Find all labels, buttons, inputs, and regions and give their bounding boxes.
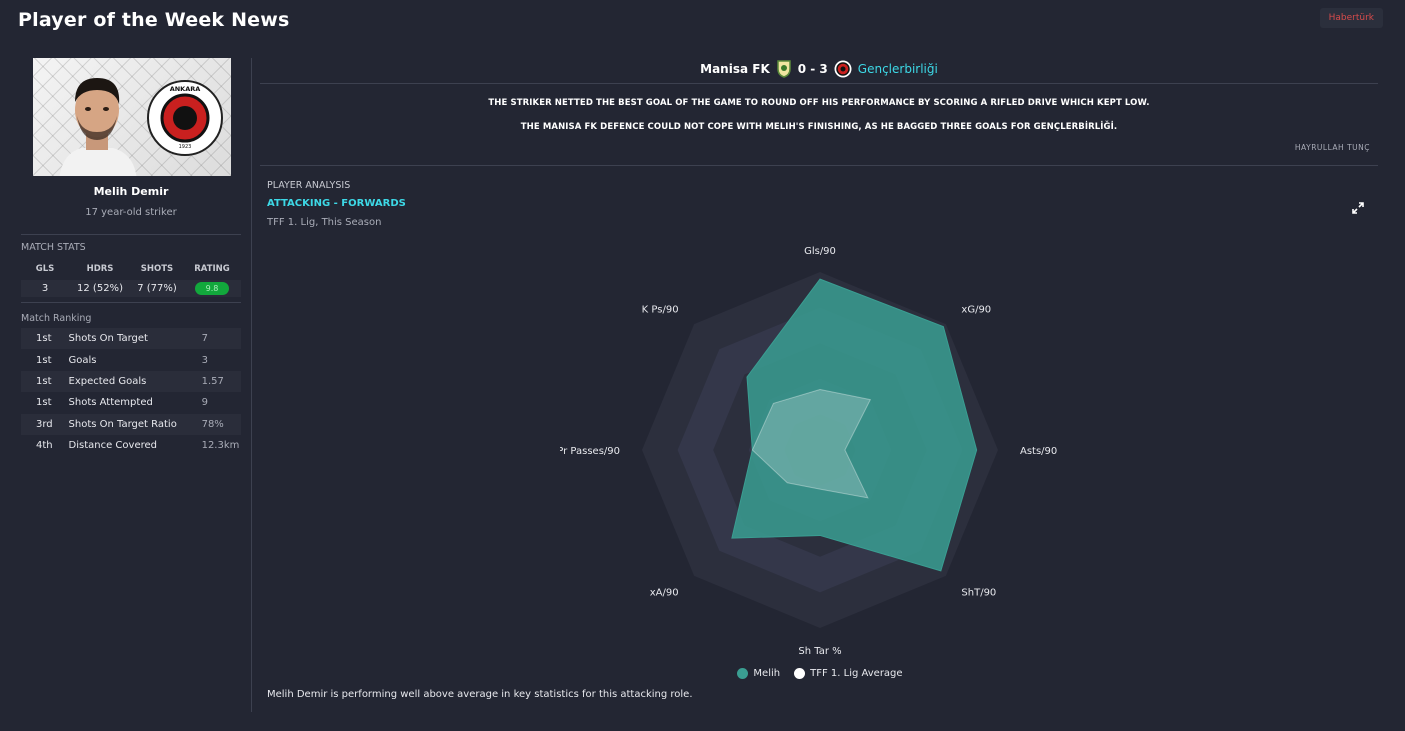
legend-label: Melih — [753, 668, 781, 679]
match-stats-header: GLS HDRS SHOTS RATING — [21, 264, 241, 274]
news-line-1: THE STRIKER NETTED THE BEST GOAL OF THE … — [488, 98, 1150, 108]
match-score: Manisa FK 0 - 3 Gençlerbirliği — [260, 60, 1378, 78]
match-stats-label: MATCH STATS — [21, 242, 86, 253]
news-author: HAYRULLAH TUNÇ — [1294, 143, 1370, 152]
rank-value: 3 — [201, 354, 208, 366]
analysis-role[interactable]: ATTACKING - FORWARDS — [267, 198, 406, 209]
rank-value: 12.3km — [201, 440, 240, 452]
legend-item-average[interactable]: TFF 1. Lig Average — [794, 668, 903, 679]
divider — [21, 234, 241, 235]
home-crest-icon — [777, 60, 791, 78]
rank-stat-name: Shots On Target Ratio — [68, 418, 177, 430]
away-team-link[interactable]: Gençlerbirliği — [857, 62, 938, 76]
rank-value: 1.57 — [201, 375, 224, 387]
rank-stat-name: Shots On Target — [68, 333, 148, 345]
axis-label: Asts/90 — [1020, 446, 1057, 457]
axis-label: xG/90 — [961, 305, 991, 316]
club-crest-icon: ANKARA 1923 — [147, 80, 223, 156]
rank-position: 4th — [36, 440, 53, 452]
player-description: 17 year-old striker — [85, 207, 177, 218]
radar-chart: Gls/90 xG/90 Asts/90 ShT/90 Sh Tar % xA/90 Pr … — [560, 246, 1057, 657]
axis-label: ShT/90 — [961, 587, 996, 598]
rank-position: 1st — [36, 375, 52, 387]
list-item: 4th Distance Covered 12.3km — [21, 435, 241, 456]
analysis-competition: TFF 1. Lig, This Season — [267, 217, 382, 228]
match-ranking-label: Match Ranking — [21, 313, 92, 324]
series-area-player — [731, 278, 978, 572]
legend-item-player[interactable]: Melih — [737, 668, 780, 679]
match-stats-row: 3 12 (52%) 7 (77%) 9.8 — [21, 280, 241, 297]
analysis-label: PLAYER ANALYSIS — [267, 180, 351, 191]
stat-shots: 7 (77%) — [137, 283, 177, 294]
rank-position: 1st — [36, 333, 52, 345]
analysis-summary: Melih Demir is performing well above ave… — [267, 689, 693, 700]
player-name[interactable]: Melih Demir — [93, 185, 169, 198]
expand-icon[interactable] — [1352, 202, 1364, 214]
stat-gls: 3 — [41, 283, 49, 294]
news-line-2: THE MANISA FK DEFENCE COULD NOT COPE WIT… — [520, 122, 1118, 132]
header-shots: SHOTS — [140, 264, 174, 274]
legend-label: TFF 1. Lig Average — [810, 668, 903, 679]
crest-year: 1923 — [179, 144, 192, 150]
list-item: 1st Goals 3 — [21, 349, 241, 370]
legend-dot-icon — [794, 668, 806, 679]
list-item: 1st Expected Goals 1.57 — [21, 370, 241, 393]
divider — [260, 83, 1378, 84]
axis-label: Gls/90 — [804, 246, 836, 257]
list-item: 1st Shots On Target 7 — [21, 328, 241, 350]
rank-stat-name: Distance Covered — [68, 440, 157, 452]
score-value: 0 - 3 — [797, 62, 828, 76]
chart-legend: Melih TFF 1. Lig Average — [560, 668, 1080, 679]
legend-dot-icon — [737, 668, 749, 679]
header-hdrs: HDRS — [86, 264, 114, 274]
away-crest-icon — [834, 60, 852, 78]
rank-value: 7 — [201, 333, 208, 345]
match-ranking-list: 1st Shots On Target 7 1st Goals 3 1st Ex… — [21, 328, 241, 456]
list-item: 3rd Shots On Target Ratio 78% — [21, 413, 241, 435]
rating-badge: 9.8 — [194, 282, 230, 295]
rank-position: 1st — [36, 397, 52, 409]
home-team-link[interactable]: Manisa FK — [700, 62, 770, 76]
page-title: Player of the Week News — [18, 9, 290, 31]
rank-stat-name: Shots Attempted — [68, 397, 153, 409]
rank-value: 78% — [201, 418, 224, 430]
rank-stat-name: Expected Goals — [68, 375, 147, 387]
series-area-average — [751, 388, 872, 499]
rank-position: 3rd — [36, 418, 53, 430]
axis-label: K Ps/90 — [642, 305, 679, 316]
divider — [21, 302, 241, 303]
player-photo: ANKARA 1923 — [33, 58, 231, 176]
list-item: 1st Shots Attempted 9 — [21, 392, 241, 413]
stat-hdrs: 12 (52%) — [77, 283, 123, 294]
player-portrait-icon — [59, 78, 137, 176]
axis-label: Sh Tar % — [798, 646, 841, 657]
panel-divider — [251, 58, 252, 712]
divider — [260, 165, 1378, 166]
rank-position: 1st — [36, 354, 52, 366]
rank-value: 9 — [201, 397, 208, 409]
header-rating: RATING — [194, 264, 230, 274]
axis-label: Pr Passes/90 — [560, 446, 620, 457]
header-gls: GLS — [35, 264, 55, 274]
rank-stat-name: Goals — [68, 354, 97, 366]
axis-label: xA/90 — [650, 587, 679, 598]
source-button[interactable]: Habertürk — [1319, 8, 1383, 28]
crest-text-top: ANKARA — [170, 85, 201, 93]
